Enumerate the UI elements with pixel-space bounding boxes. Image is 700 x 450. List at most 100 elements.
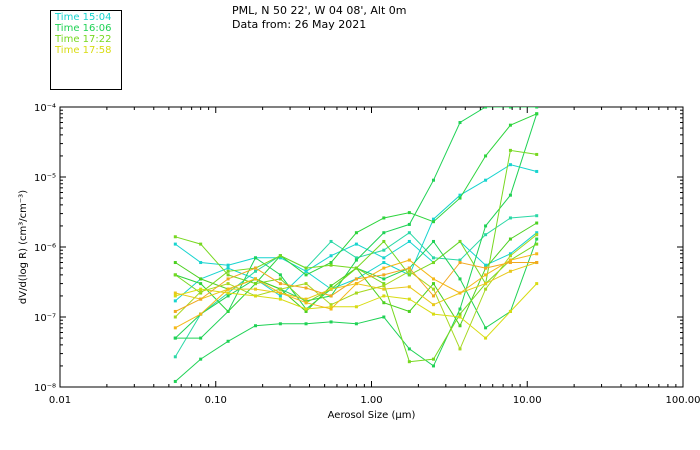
series-point: [278, 282, 282, 286]
series-point: [431, 256, 435, 260]
series-point: [382, 282, 386, 286]
series-point: [431, 282, 435, 286]
series-point: [382, 294, 386, 298]
series-point: [199, 312, 203, 316]
series-point: [382, 284, 386, 288]
series-point: [226, 266, 230, 270]
series-point: [226, 263, 230, 267]
series-point: [329, 287, 333, 291]
series-point: [484, 107, 488, 109]
x-tick-label: 10.00: [513, 395, 542, 406]
series-point: [173, 379, 177, 383]
series-point: [431, 239, 435, 243]
series-point: [382, 301, 386, 305]
series-point: [278, 294, 282, 298]
series-point: [304, 297, 308, 301]
series-point: [458, 261, 462, 265]
series-point: [508, 269, 512, 273]
series-point: [407, 347, 411, 351]
y-tick-label: 10⁻⁵: [34, 173, 56, 184]
plot-frame: [59, 106, 684, 388]
legend-item-4: Time 17:58: [55, 45, 112, 56]
series-point: [508, 309, 512, 313]
series-point: [354, 305, 358, 309]
series-point: [304, 299, 308, 303]
series-point: [254, 269, 258, 273]
series-point: [254, 266, 258, 270]
y-tick-label: 10⁻⁴: [34, 103, 56, 114]
series-point: [508, 237, 512, 241]
series-point: [304, 307, 308, 311]
y-tick-label: 10⁻⁶: [34, 243, 56, 254]
series-point: [382, 273, 386, 277]
series-point: [278, 291, 282, 295]
series-point: [304, 273, 308, 277]
series-point: [407, 211, 411, 215]
x-tick-label: 0.10: [205, 395, 227, 406]
series-point: [226, 291, 230, 295]
x-tick-label: 100.00: [666, 395, 700, 406]
series-point: [278, 322, 282, 326]
series-point: [508, 258, 512, 262]
legend-item-2: Time 16:06: [55, 23, 112, 34]
series-point: [329, 254, 333, 258]
series-point: [199, 242, 203, 246]
series-point: [382, 216, 386, 220]
x-tick-label: 1.00: [360, 395, 382, 406]
series-point: [329, 239, 333, 243]
series-point: [254, 287, 258, 291]
series-point: [254, 282, 258, 286]
series-point: [508, 252, 512, 256]
series-point: [226, 294, 230, 298]
legend-item-1: Time 15:04: [55, 12, 112, 23]
series-point: [508, 107, 512, 109]
series-point: [484, 336, 488, 340]
series-point: [199, 277, 203, 281]
series-point: [199, 297, 203, 301]
series-point: [173, 336, 177, 340]
series-point: [382, 231, 386, 235]
series-point: [226, 339, 230, 343]
series-point: [382, 277, 386, 281]
series-point: [458, 196, 462, 200]
series-point: [354, 242, 358, 246]
series-point: [304, 309, 308, 313]
series-point: [173, 294, 177, 298]
series-point: [458, 312, 462, 316]
series-point: [354, 231, 358, 235]
series-point: [304, 282, 308, 286]
series-point: [226, 277, 230, 281]
series-point: [535, 107, 539, 109]
series-point: [173, 309, 177, 313]
series-point: [254, 277, 258, 281]
series-point: [535, 221, 539, 225]
series-point: [458, 277, 462, 281]
series-point: [484, 273, 488, 277]
series-point: [484, 224, 488, 228]
series-point: [382, 287, 386, 291]
series-point: [484, 263, 488, 267]
series-point: [354, 282, 358, 286]
series-point: [382, 315, 386, 319]
y-tick-label: 10⁻⁸: [34, 383, 56, 394]
series-point: [431, 217, 435, 221]
y-tick-label: 10⁻⁷: [34, 313, 56, 324]
series-point: [535, 231, 539, 235]
series-point: [329, 320, 333, 324]
series-point: [354, 291, 358, 295]
series-point: [354, 266, 358, 270]
series-point: [382, 239, 386, 243]
series-point: [329, 307, 333, 311]
series-point: [173, 326, 177, 330]
series-point: [535, 252, 539, 256]
y-axis-label: dV/d(log R) (cm³/cm⁻³): [18, 190, 29, 304]
series-point: [431, 303, 435, 307]
series-point: [431, 277, 435, 281]
series-point: [173, 273, 177, 277]
series-point: [173, 242, 177, 246]
series-point: [354, 277, 358, 281]
series-point: [407, 266, 411, 270]
series-point: [382, 266, 386, 270]
series-point: [173, 355, 177, 359]
